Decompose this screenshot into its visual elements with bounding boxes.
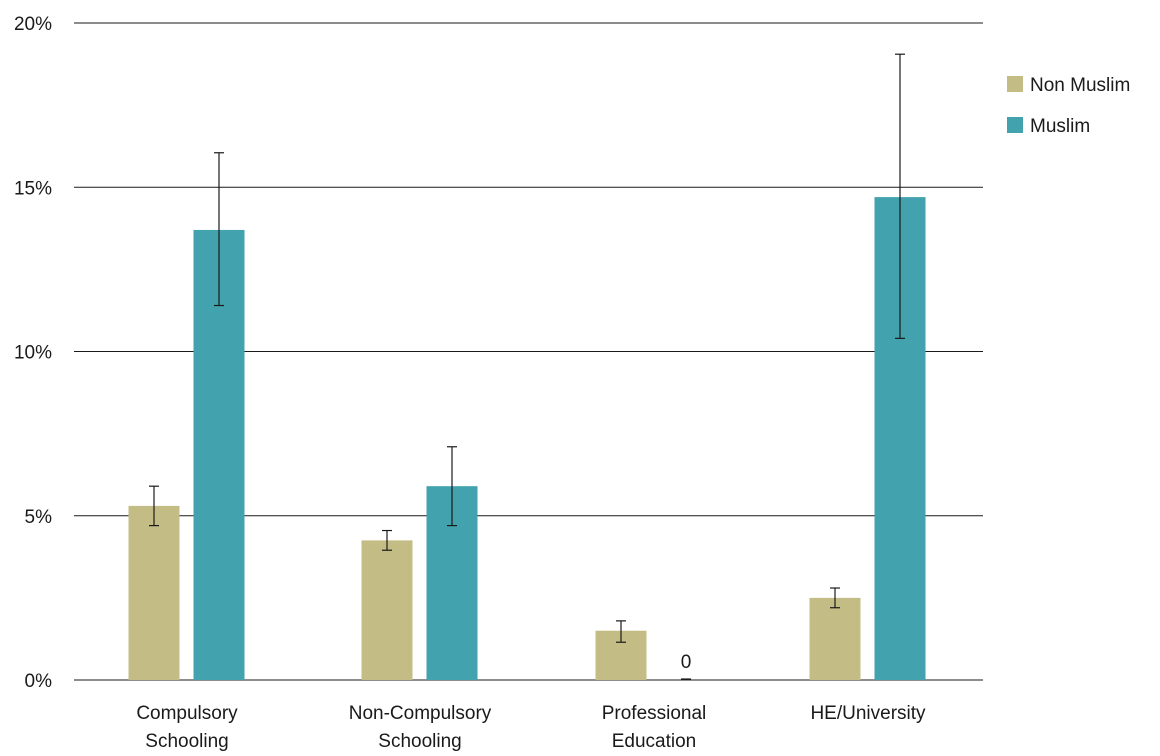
data-label: 0 (681, 652, 692, 673)
x-tick-label: Non-Compulsory Schooling (349, 703, 492, 751)
x-tick-label-line: Compulsory (136, 703, 238, 724)
x-tick-label: Professional Education (602, 703, 707, 751)
bar-non-muslim (809, 597, 861, 680)
x-tick-label-line: Professional (602, 703, 707, 724)
legend-label: Muslim (1030, 116, 1090, 137)
x-tick-label-line: Schooling (145, 731, 228, 751)
x-axis-tick-labels: Compulsory Schooling Non-Compulsory Schooli… (136, 703, 926, 752)
bars (128, 197, 926, 681)
y-tick-label: 20% (14, 14, 52, 35)
y-tick-label: 5% (25, 507, 53, 528)
bar-non-muslim (361, 540, 413, 680)
x-tick-label-line: Non-Compulsory (349, 703, 492, 724)
legend-swatch (1007, 76, 1023, 92)
legend: Non Muslim Muslim (1007, 75, 1130, 137)
x-tick-label-line: Education (612, 731, 697, 751)
y-tick-label: 10% (14, 343, 52, 364)
error-bars (149, 53, 905, 680)
bar-non-muslim (128, 505, 180, 680)
x-tick-label: HE/University (810, 703, 926, 724)
y-axis-tick-labels: 0% 5% 10% 15% 20% (14, 14, 52, 692)
legend-label: Non Muslim (1030, 75, 1130, 96)
x-tick-label-line: HE/University (810, 703, 926, 724)
y-tick-label: 15% (14, 178, 52, 199)
x-tick-label-line: Schooling (378, 731, 461, 751)
legend-swatch (1007, 117, 1023, 133)
data-labels: 0 (681, 652, 692, 673)
x-tick-label: Compulsory Schooling (136, 703, 238, 751)
y-tick-label: 0% (25, 671, 53, 692)
